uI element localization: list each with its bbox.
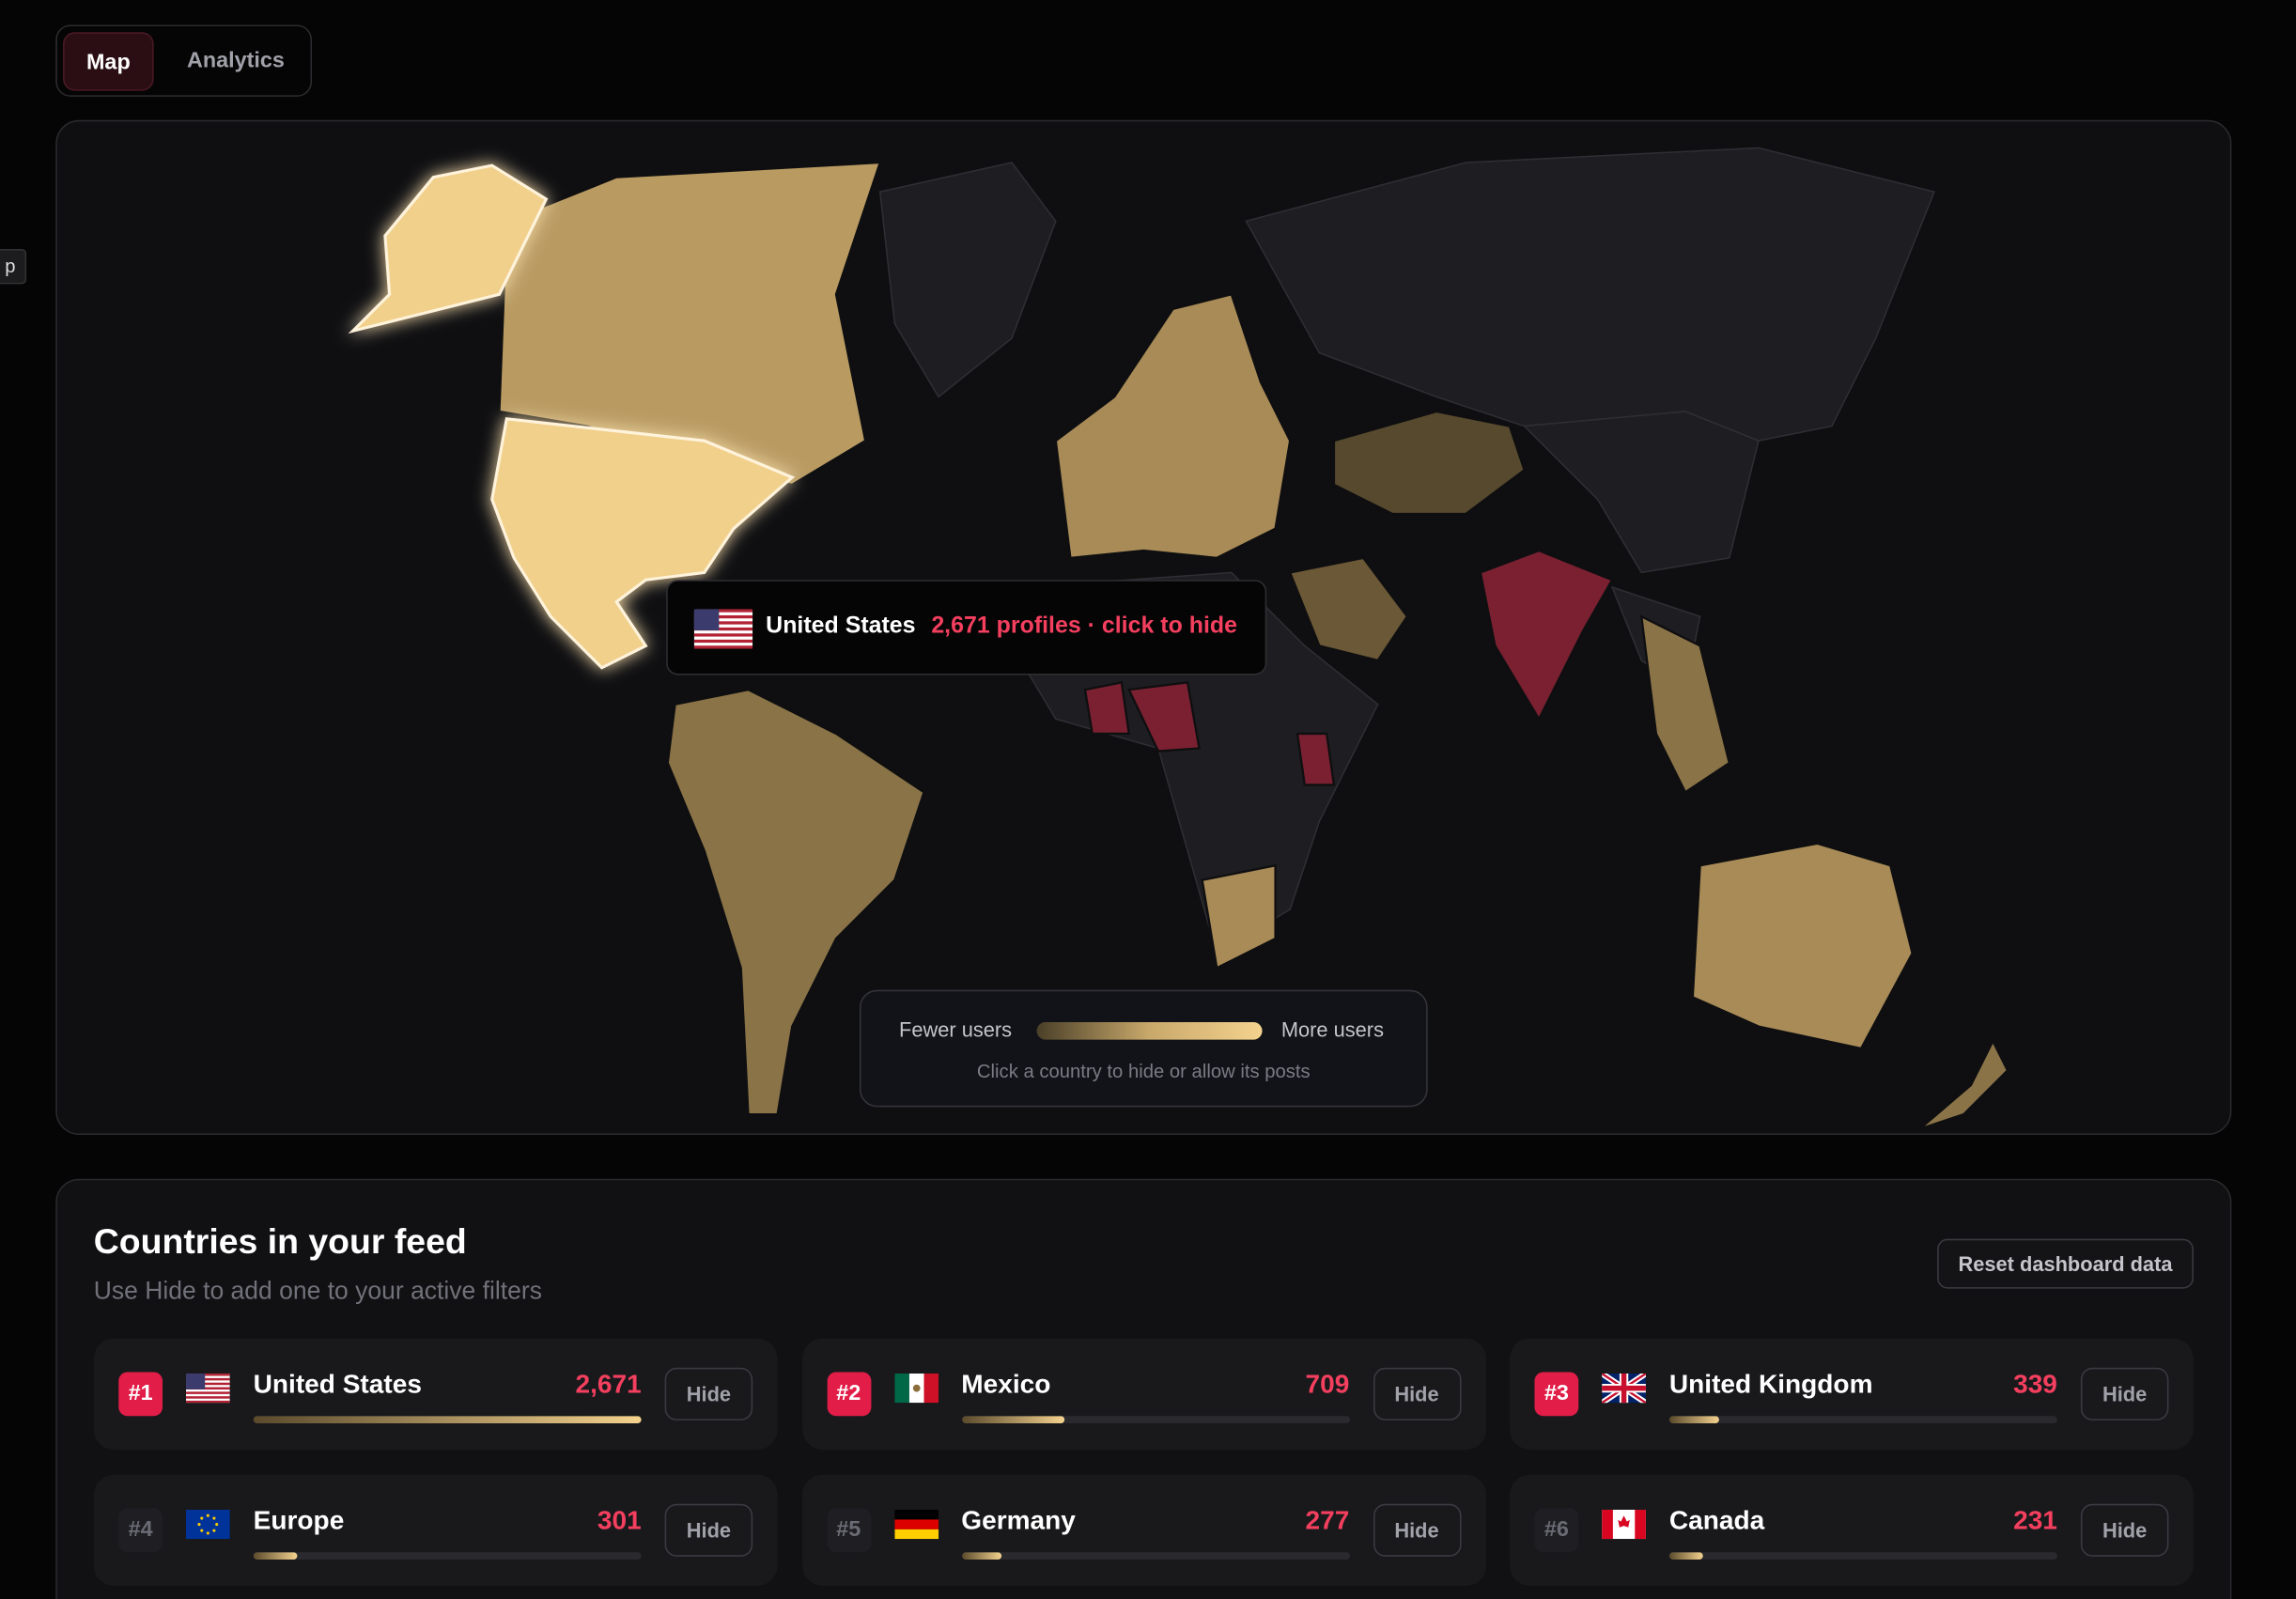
- reset-button[interactable]: Reset dashboard data: [1937, 1238, 2194, 1289]
- bar: [253, 1416, 642, 1424]
- country-card: #1 United States 2,671 Hide: [93, 1338, 778, 1451]
- bar-track: [1668, 1552, 2057, 1560]
- country-selected[interactable]: [348, 163, 796, 670]
- country-name: Canada: [1668, 1505, 1765, 1535]
- country-name: United States: [253, 1369, 422, 1399]
- tooltip: United States 2,671 profiles · click to …: [666, 580, 1267, 675]
- legend-high: More users: [1280, 1017, 1384, 1042]
- flag: [1602, 1509, 1646, 1546]
- flag: [893, 1374, 939, 1410]
- edge-tag: p: [0, 248, 27, 285]
- tooltip-country: United States: [766, 613, 916, 639]
- legend: Fewer users More users Click a country t…: [859, 989, 1428, 1108]
- country-card: #2 Mexico 709 Hide: [801, 1338, 1486, 1451]
- country-count: 2,671: [575, 1369, 642, 1399]
- tooltip-detail: 2,671 profiles · click to hide: [931, 613, 1238, 639]
- countries-highlighted: [498, 161, 2009, 1130]
- hide-button[interactable]: Hide: [1373, 1503, 1461, 1557]
- hide-button[interactable]: Hide: [1373, 1367, 1461, 1420]
- bar: [961, 1416, 1064, 1424]
- countries: [878, 147, 1936, 955]
- section-subtitle: Use Hide to add one to your active filte…: [93, 1277, 542, 1305]
- flag-icon: [893, 1374, 939, 1404]
- country-count: 277: [1305, 1505, 1350, 1535]
- flag: [1600, 1371, 1648, 1410]
- rank-badge: #6: [1534, 1508, 1579, 1553]
- legend-hint: Click a country to hide or allow its pos…: [976, 1060, 1311, 1082]
- country-card: #5 Germany 277 Hide: [801, 1474, 1486, 1587]
- tab-analytics[interactable]: Analytics: [186, 48, 285, 73]
- bar-track: [253, 1416, 642, 1424]
- country-count: 301: [597, 1505, 642, 1535]
- bar: [253, 1552, 298, 1560]
- country-count: 709: [1305, 1369, 1350, 1399]
- flag-icon: [1602, 1509, 1646, 1540]
- rank-badge: #4: [118, 1508, 163, 1553]
- country-name: Mexico: [961, 1369, 1051, 1399]
- hide-button[interactable]: Hide: [2080, 1367, 2169, 1420]
- bar: [1668, 1416, 1719, 1424]
- flag-icon: [1600, 1371, 1648, 1405]
- flag-icon: [893, 1509, 939, 1540]
- country-card: #4 Europe 301 Hide: [93, 1474, 778, 1587]
- bar-track: [961, 1416, 1350, 1424]
- country-count: 339: [2013, 1369, 2057, 1399]
- bar: [961, 1552, 1002, 1560]
- country-card: #3 United Kingdom 339 Hide: [1509, 1338, 2194, 1451]
- flag-icon: [185, 1374, 230, 1404]
- tab-group: Map Analytics: [55, 24, 312, 97]
- flag: [185, 1374, 230, 1410]
- bar-track: [1668, 1416, 2057, 1424]
- flag: [185, 1509, 230, 1546]
- country-card: #6 Canada 231 Hide: [1509, 1474, 2194, 1587]
- country-name: Germany: [961, 1505, 1076, 1535]
- bar-track: [961, 1552, 1350, 1560]
- bar-track: [253, 1552, 642, 1560]
- country-name: Europe: [253, 1505, 345, 1535]
- hide-button[interactable]: Hide: [664, 1503, 753, 1557]
- tab-map[interactable]: Map: [63, 32, 154, 91]
- country-name: United Kingdom: [1668, 1369, 1873, 1399]
- rank-badge: #2: [826, 1372, 871, 1417]
- legend-low: Fewer users: [899, 1017, 1013, 1042]
- section-title: Countries in your feed: [93, 1222, 467, 1263]
- legend-gradient: [1036, 1021, 1263, 1040]
- bar: [1668, 1552, 1703, 1560]
- rank-badge: #1: [118, 1372, 163, 1417]
- rank-badge: #3: [1534, 1372, 1579, 1417]
- flag-icon: [185, 1509, 230, 1540]
- flag: [893, 1509, 939, 1546]
- hide-button[interactable]: Hide: [2080, 1503, 2169, 1557]
- rank-badge: #5: [826, 1508, 871, 1553]
- hide-button[interactable]: Hide: [664, 1367, 753, 1420]
- country-count: 231: [2013, 1505, 2057, 1535]
- flag-us: [693, 609, 753, 649]
